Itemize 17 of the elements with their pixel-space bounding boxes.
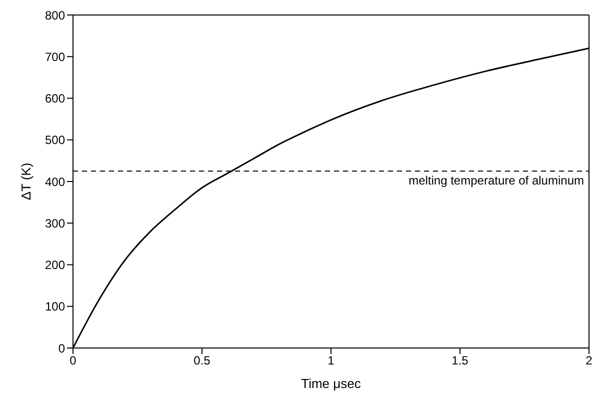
x-tick-label: 0.5: [194, 354, 211, 368]
y-tick-label: 600: [44, 92, 66, 106]
x-tick-label: 1.5: [452, 354, 469, 368]
y-tick-label: 400: [44, 174, 66, 189]
y-tick-label: 800: [44, 8, 66, 22]
ref-line-label: melting temperature of aluminum: [408, 174, 584, 188]
y-tick-label: 700: [44, 50, 66, 64]
x-tick-label: 1: [328, 354, 335, 368]
y-axis-title: ΔT (K): [18, 162, 34, 200]
x-tick-label: 2: [586, 354, 593, 368]
x-axis-title: Time μsec: [301, 376, 362, 391]
y-tick-label: 500: [44, 133, 66, 148]
x-tick-label: 0: [70, 354, 77, 368]
y-tick-label: 0: [58, 341, 66, 356]
y-tick-label: 100: [44, 300, 66, 314]
y-tick-label: 200: [44, 258, 66, 272]
y-tick-label: 300: [44, 216, 66, 230]
